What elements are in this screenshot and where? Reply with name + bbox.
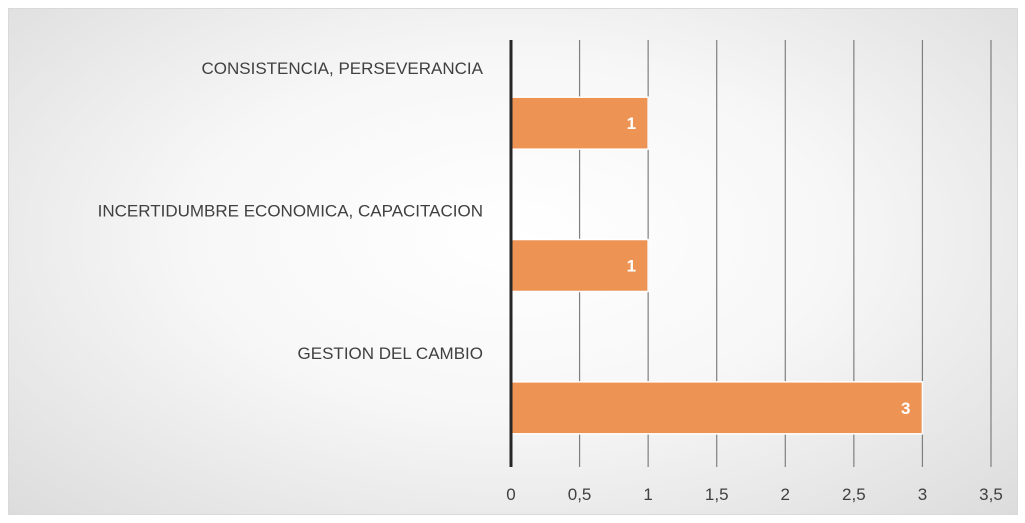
x-tick-label: 1,5 <box>705 485 729 504</box>
x-tick-label: 1 <box>643 485 652 504</box>
x-tick-label: 3 <box>918 485 927 504</box>
bar <box>510 96 649 150</box>
x-tick-label: 2 <box>781 485 790 504</box>
data-label: 1 <box>627 114 636 133</box>
bar <box>510 381 924 435</box>
data-label: 3 <box>901 399 910 418</box>
x-tick-label: 0,5 <box>568 485 592 504</box>
x-tick-label: 2,5 <box>842 485 866 504</box>
category-label: INCERTIDUMBRE ECONOMICA, CAPACITACION <box>98 202 483 221</box>
category-label: CONSISTENCIA, PERSEVERANCIA <box>201 59 483 78</box>
category-label: GESTION DEL CAMBIO <box>298 344 483 363</box>
x-tick-label: 3,5 <box>979 485 1003 504</box>
x-tick-label: 0 <box>506 485 515 504</box>
bar <box>510 238 649 293</box>
data-label: 1 <box>627 257 636 276</box>
